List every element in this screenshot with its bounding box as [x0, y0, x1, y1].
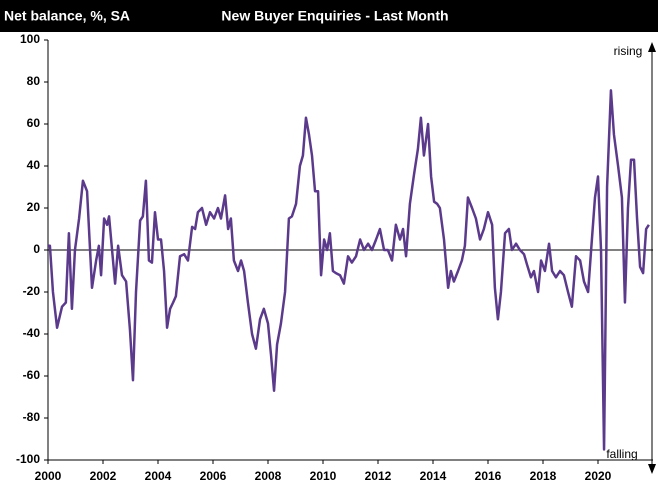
- y-tick-label: 20: [27, 200, 41, 214]
- x-tick-label: 2006: [200, 469, 227, 483]
- x-tick-label: 2004: [145, 469, 172, 483]
- x-tick-label: 2016: [475, 469, 502, 483]
- x-tick-label: 2014: [420, 469, 447, 483]
- x-tick-label: 2012: [365, 469, 392, 483]
- x-tick-label: 2000: [35, 469, 62, 483]
- y-tick-label: -20: [23, 284, 41, 298]
- y-tick-label: 80: [27, 74, 41, 88]
- y-tick-label: -40: [23, 326, 41, 340]
- data-line: [48, 89, 650, 451]
- y-tick-label: 40: [27, 158, 41, 172]
- annotation: rising: [614, 44, 643, 58]
- header-bar: [0, 0, 658, 32]
- y-tick-label: 60: [27, 116, 41, 130]
- y-tick-label: 100: [20, 32, 40, 46]
- y-tick-label: -60: [23, 368, 41, 382]
- x-tick-label: 2002: [90, 469, 117, 483]
- x-tick-label: 2020: [585, 469, 612, 483]
- x-tick-label: 2018: [530, 469, 557, 483]
- chart-title: New Buyer Enquiries - Last Month: [221, 8, 448, 24]
- annotation: falling: [606, 447, 637, 461]
- x-tick-label: 2010: [310, 469, 337, 483]
- y-axis-label: Net balance, %, SA: [4, 8, 130, 24]
- y-tick-label: -100: [16, 452, 40, 466]
- y-tick-label: 0: [33, 242, 40, 256]
- y-tick-label: -80: [23, 410, 41, 424]
- x-tick-label: 2008: [255, 469, 282, 483]
